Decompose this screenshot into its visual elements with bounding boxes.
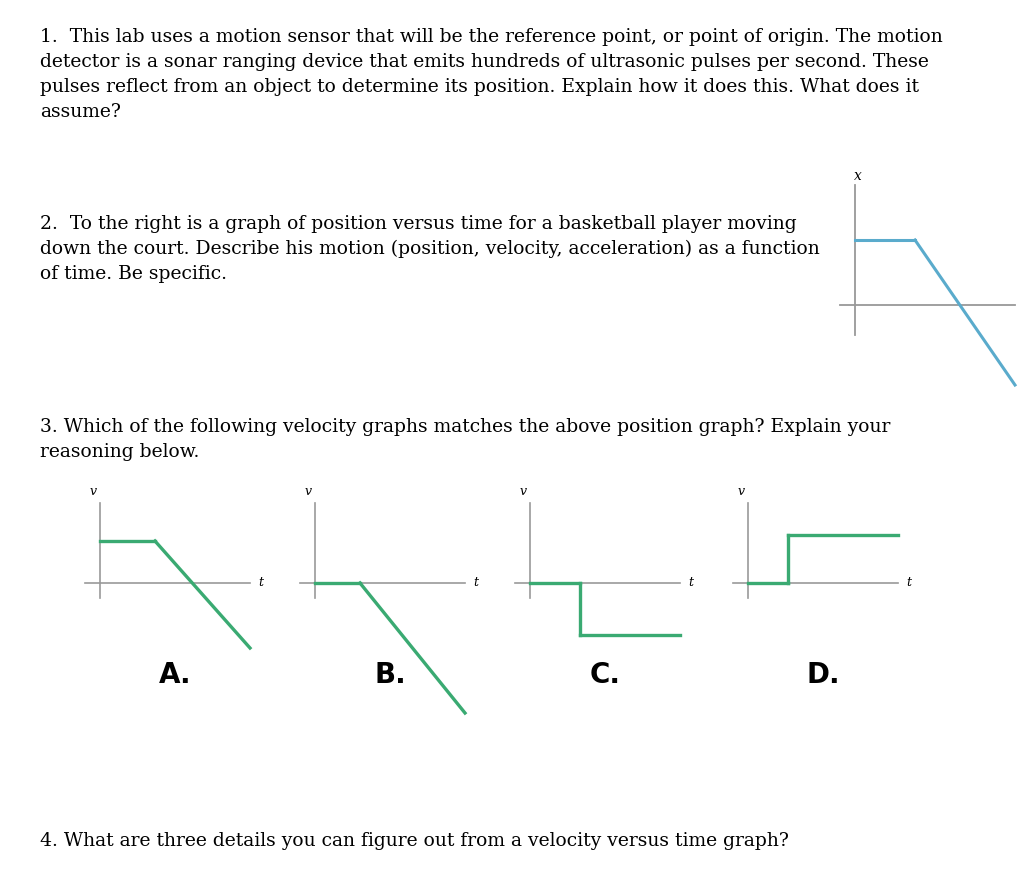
- Text: x: x: [854, 169, 862, 183]
- Text: 4. What are three details you can figure out from a velocity versus time graph?: 4. What are three details you can figure…: [40, 832, 788, 850]
- Text: B.: B.: [374, 661, 406, 689]
- Text: 2.  To the right is a graph of position versus time for a basketball player movi: 2. To the right is a graph of position v…: [40, 215, 820, 284]
- Text: 3. Which of the following velocity graphs matches the above position graph? Expl: 3. Which of the following velocity graph…: [40, 418, 891, 461]
- Text: v: v: [305, 485, 312, 498]
- Text: v: v: [90, 485, 97, 498]
- Text: v: v: [520, 485, 527, 498]
- Text: t: t: [473, 576, 478, 589]
- Text: A.: A.: [159, 661, 191, 689]
- Text: 1.  This lab uses a motion sensor that will be the reference point, or point of : 1. This lab uses a motion sensor that wi…: [40, 28, 943, 121]
- Text: t: t: [258, 576, 263, 589]
- Text: v: v: [738, 485, 745, 498]
- Text: C.: C.: [590, 661, 621, 689]
- Text: t: t: [688, 576, 693, 589]
- Text: t: t: [906, 576, 911, 589]
- Text: D.: D.: [806, 661, 840, 689]
